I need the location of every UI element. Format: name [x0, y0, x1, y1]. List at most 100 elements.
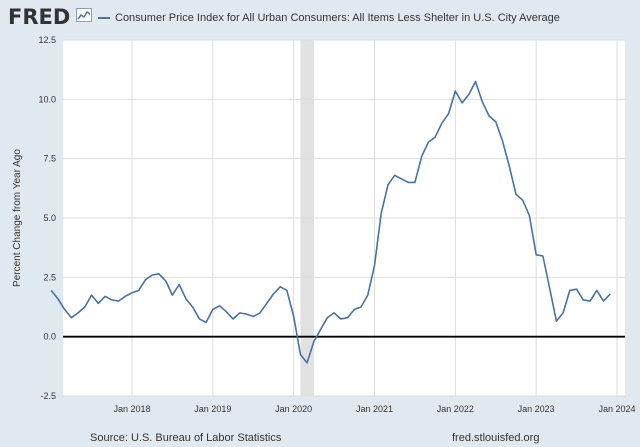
data-point: [150, 273, 154, 277]
data-point: [447, 112, 451, 116]
data-point: [198, 317, 202, 321]
data-point: [144, 278, 148, 282]
data-point: [373, 264, 377, 268]
data-point: [312, 340, 316, 344]
y-axis-label: Percent Change from Year Ago: [12, 149, 23, 287]
x-tick-label: Jan 2020: [275, 404, 312, 414]
data-point: [326, 316, 330, 320]
data-point: [204, 321, 208, 325]
data-point: [359, 305, 363, 309]
y-tick-label: 7.5: [43, 154, 56, 164]
data-point: [386, 183, 390, 187]
data-point: [521, 198, 525, 202]
data-point: [602, 299, 606, 303]
data-point: [507, 164, 511, 168]
data-point: [137, 289, 141, 293]
x-tick-label: Jan 2018: [113, 404, 150, 414]
data-point: [481, 100, 485, 104]
x-tick-label: Jan 2019: [194, 404, 231, 414]
data-point: [117, 299, 121, 303]
data-point: [514, 193, 518, 197]
data-point: [379, 212, 383, 216]
y-axis-tick-labels: 12.5 10.0 7.5 5.0 2.5 0.0 -2.5: [38, 35, 56, 401]
fred-url-link[interactable]: fred.stlouisfed.org: [452, 432, 540, 444]
y-tick-label: -2.5: [40, 391, 56, 401]
x-tick-label: Jan 2021: [356, 404, 393, 414]
data-point: [548, 286, 552, 290]
fred-chart-icon: [76, 8, 92, 22]
data-point: [393, 174, 397, 178]
y-tick-label: 5.0: [43, 213, 56, 223]
fred-logo[interactable]: FRED: [8, 5, 71, 29]
data-point: [157, 272, 161, 276]
data-point: [252, 315, 256, 319]
data-point: [191, 305, 195, 309]
data-point: [501, 139, 505, 143]
data-point: [433, 136, 437, 140]
data-point: [568, 289, 572, 293]
data-point: [534, 253, 538, 257]
chart-legend: Consumer Price Index for All Urban Consu…: [98, 12, 560, 24]
x-tick-label: Jan 2024: [598, 404, 635, 414]
data-point: [292, 315, 296, 319]
series-line-cpi-less-shelter: [50, 80, 611, 364]
data-point: [90, 293, 94, 297]
data-point: [319, 328, 323, 332]
data-point: [225, 310, 229, 314]
data-point: [528, 214, 532, 218]
data-point: [595, 289, 599, 293]
data-point: [76, 311, 80, 315]
data-point: [56, 297, 60, 301]
data-point: [609, 292, 613, 296]
data-point: [130, 291, 134, 295]
data-point: [474, 80, 478, 84]
legend-line-swatch: [98, 17, 110, 19]
data-point: [258, 311, 262, 315]
x-axis-tick-labels: Jan 2018 Jan 2019 Jan 2020 Jan 2021 Jan 2022…: [113, 404, 635, 414]
data-point: [487, 114, 491, 118]
data-point: [63, 308, 67, 312]
data-point: [211, 308, 215, 312]
data-point: [575, 287, 579, 291]
data-point: [406, 181, 410, 185]
data-point: [103, 295, 107, 299]
y-tick-label: 0.0: [43, 332, 56, 342]
data-point: [177, 283, 181, 287]
data-point: [110, 298, 114, 302]
data-point: [541, 254, 545, 258]
data-point: [460, 101, 464, 105]
data-point: [339, 317, 343, 321]
x-tick-label: Jan 2022: [437, 404, 474, 414]
data-point: [285, 289, 289, 293]
data-point: [299, 353, 303, 357]
data-point: [582, 298, 586, 302]
data-point: [278, 285, 282, 289]
data-point: [83, 305, 87, 309]
data-point: [265, 302, 269, 306]
data-point: [413, 181, 417, 185]
y-tick-label: 2.5: [43, 272, 56, 282]
data-point: [171, 293, 175, 297]
data-point: [184, 297, 188, 301]
data-point: [420, 155, 424, 159]
data-point: [124, 295, 128, 299]
data-point: [561, 311, 565, 315]
data-point: [555, 319, 559, 323]
x-tick-label: Jan 2023: [518, 404, 555, 414]
legend-label: Consumer Price Index for All Urban Consu…: [115, 12, 560, 24]
data-point: [353, 308, 357, 312]
data-point: [164, 279, 168, 283]
data-point: [238, 311, 242, 315]
data-point: [346, 316, 350, 320]
data-point: [97, 302, 101, 306]
data-point: [305, 361, 309, 365]
data-point: [272, 292, 276, 296]
data-point: [332, 311, 336, 315]
data-point: [494, 120, 498, 124]
data-point: [231, 317, 235, 321]
data-point: [400, 177, 404, 181]
data-point: [49, 289, 53, 293]
data-point: [218, 304, 222, 308]
y-tick-label: 12.5: [38, 35, 56, 45]
